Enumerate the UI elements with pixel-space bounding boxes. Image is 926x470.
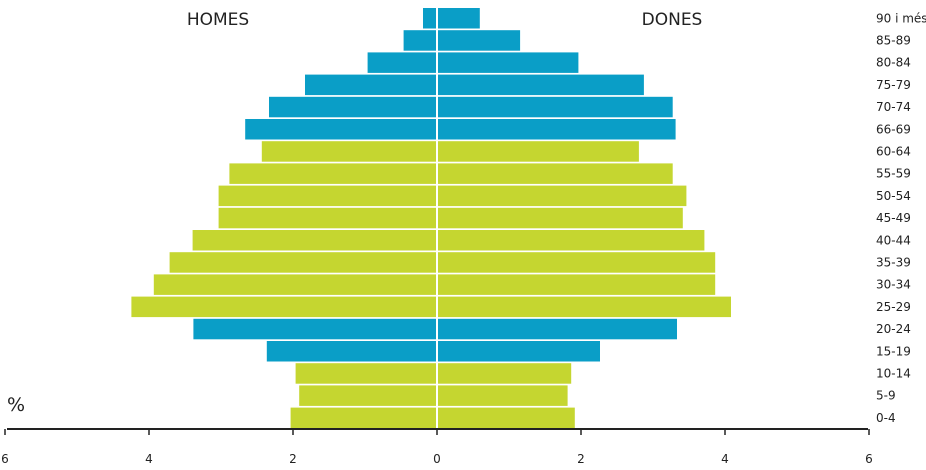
- bar-homes-90-i-més: [423, 8, 436, 29]
- bar-dones-40-44: [438, 230, 705, 251]
- unit-label: %: [7, 394, 25, 416]
- bar-homes-50-54: [218, 185, 436, 207]
- age-label: 25-29: [876, 300, 911, 314]
- age-label: 45-49: [876, 211, 911, 225]
- age-label: 30-34: [876, 278, 911, 292]
- bar-homes-10-14: [295, 363, 436, 384]
- age-label: 66-69: [876, 122, 911, 136]
- bar-dones-55-59: [438, 163, 673, 184]
- age-label: 85-89: [876, 34, 911, 48]
- x-tick-label: 2: [289, 452, 297, 466]
- bar-dones-45-49: [438, 207, 683, 229]
- bar-homes-75-79: [305, 74, 436, 96]
- bar-homes-25-29: [131, 296, 436, 318]
- bar-dones-90-i-més: [438, 8, 480, 29]
- age-label: 50-54: [876, 189, 911, 203]
- bar-dones-85-89: [438, 30, 521, 51]
- bar-homes-20-24: [193, 318, 436, 340]
- age-label: 90 i més: [876, 11, 926, 25]
- age-label: 55-59: [876, 167, 911, 181]
- bar-homes-70-74: [269, 96, 436, 118]
- x-tick-label: 6: [1, 452, 9, 466]
- bar-dones-70-74: [438, 96, 673, 118]
- bar-homes-40-44: [192, 230, 436, 251]
- x-axis: 6 4 2 0 2 4 6: [1, 428, 873, 466]
- age-label: 35-39: [876, 255, 911, 269]
- x-tick-label: 2: [577, 452, 585, 466]
- bar-dones-10-14: [438, 363, 572, 384]
- bar-homes-30-34: [153, 274, 437, 295]
- age-label: 60-64: [876, 144, 911, 158]
- bar-homes-66-69: [245, 119, 436, 140]
- age-label: 75-79: [876, 78, 911, 92]
- bar-dones-80-84: [438, 52, 579, 73]
- x-tick-label: 6: [865, 452, 873, 466]
- bar-dones-50-54: [438, 185, 687, 207]
- bar-homes-85-89: [403, 30, 436, 51]
- x-tick-label: 4: [145, 452, 153, 466]
- x-tick-label: 4: [721, 452, 729, 466]
- bar-dones-20-24: [438, 318, 677, 340]
- bar-homes-15-19: [266, 341, 436, 362]
- bar-homes-80-84: [367, 52, 436, 73]
- age-label: 0-4: [876, 411, 896, 425]
- bar-dones-66-69: [438, 119, 676, 140]
- right-side-label: DONES: [642, 10, 703, 30]
- bar-dones-75-79: [438, 74, 644, 96]
- bar-homes-60-64: [261, 141, 436, 162]
- age-label: 20-24: [876, 322, 911, 336]
- x-tick-label: 0: [433, 452, 441, 466]
- bar-dones-60-64: [438, 141, 639, 162]
- bar-dones-35-39: [438, 252, 716, 273]
- age-label: 5-9: [876, 389, 896, 403]
- bar-dones-30-34: [438, 274, 716, 295]
- bars-group: [131, 8, 731, 429]
- age-label: 10-14: [876, 366, 911, 380]
- bar-dones-25-29: [438, 296, 731, 318]
- bar-homes-45-49: [218, 207, 436, 229]
- bar-dones-15-19: [438, 341, 600, 362]
- bar-homes-5-9: [299, 385, 436, 406]
- left-side-label: HOMES: [187, 10, 249, 30]
- age-label: 40-44: [876, 233, 911, 247]
- bar-dones-5-9: [438, 385, 568, 406]
- age-label: 15-19: [876, 344, 911, 358]
- bar-homes-55-59: [229, 163, 436, 184]
- age-label: 70-74: [876, 100, 911, 114]
- age-labels-group: 90 i més 85-89 80-84 75-79 70-74 66-69 60-64 55…: [876, 11, 926, 425]
- bar-dones-0-4: [438, 407, 575, 429]
- bar-homes-0-4: [290, 407, 436, 429]
- age-label: 80-84: [876, 56, 911, 70]
- bar-homes-35-39: [169, 252, 436, 273]
